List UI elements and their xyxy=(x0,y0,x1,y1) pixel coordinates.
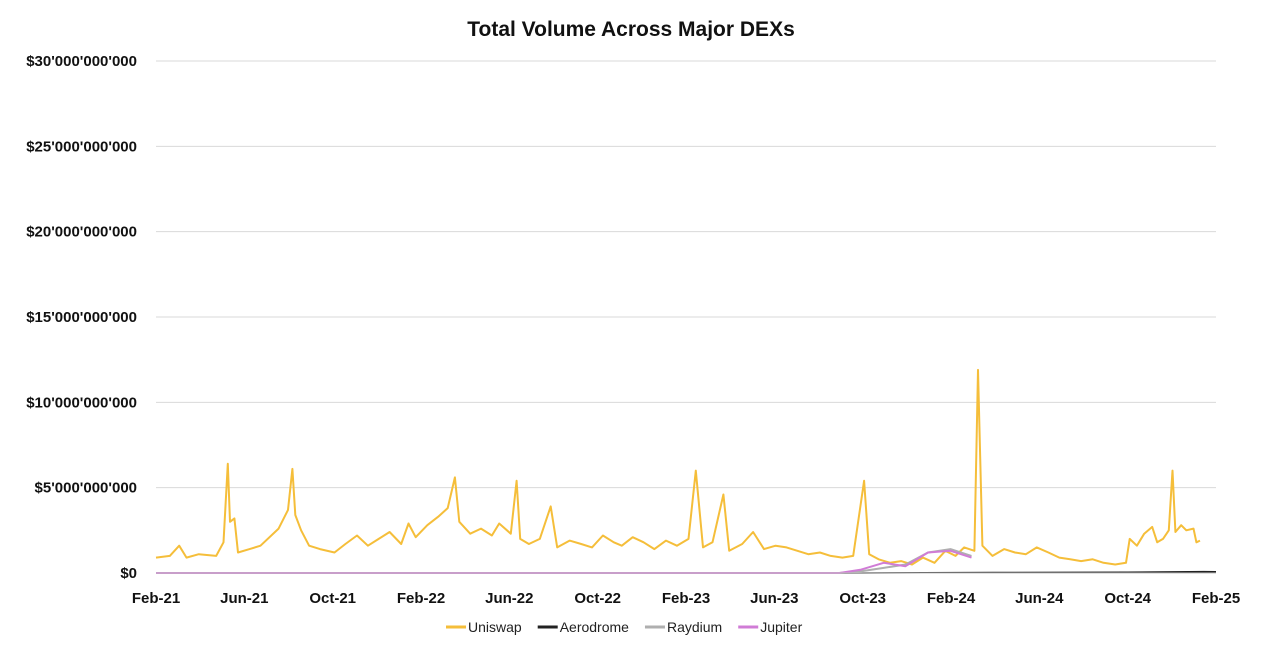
x-tick-label: Jun-24 xyxy=(1015,590,1064,607)
x-tick-label: Jun-23 xyxy=(750,590,798,607)
legend-label-aerodrome: Aerodrome xyxy=(560,619,629,635)
y-axis-ticks: $0 $5'000'000'000 $10'000'000'000 $15'000'0… xyxy=(26,53,137,582)
x-tick-label: Feb-21 xyxy=(132,590,180,607)
x-tick-label: Feb-22 xyxy=(397,590,445,607)
legend-label-raydium: Raydium xyxy=(667,619,722,635)
x-tick-label: Oct-22 xyxy=(574,590,621,607)
series-line-raydium xyxy=(156,548,972,574)
y-tick-label: $5'000'000'000 xyxy=(35,480,137,497)
y-tick-label: $0 xyxy=(120,565,137,582)
x-axis-ticks: Feb-21 Jun-21 Oct-21 Feb-22 Jun-22 Oct-22 Feb-… xyxy=(132,590,1240,607)
legend: Uniswap Aerodrome Raydium Jupiter xyxy=(446,619,803,635)
y-tick-label: $15'000'000'000 xyxy=(26,309,137,326)
legend-label-jupiter: Jupiter xyxy=(760,619,802,635)
legend-label-uniswap: Uniswap xyxy=(468,619,522,635)
x-tick-label: Jun-21 xyxy=(220,590,268,607)
x-tick-label: Jun-22 xyxy=(485,590,533,607)
x-tick-label: Oct-21 xyxy=(309,590,356,607)
series-line-uniswap xyxy=(155,368,1201,566)
grid xyxy=(156,60,1216,489)
series-line-jupiter xyxy=(156,549,972,574)
series-group xyxy=(155,368,1217,574)
y-tick-label: $25'000'000'000 xyxy=(26,138,137,155)
y-tick-label: $30'000'000'000 xyxy=(26,53,137,70)
chart-title: Total Volume Across Major DEXs xyxy=(467,18,795,41)
y-tick-label: $20'000'000'000 xyxy=(26,224,137,241)
x-tick-label: Feb-23 xyxy=(662,590,710,607)
x-tick-label: Feb-24 xyxy=(927,590,976,607)
y-tick-label: $10'000'000'000 xyxy=(26,394,137,411)
x-tick-label: Oct-24 xyxy=(1104,590,1151,607)
x-tick-label: Feb-25 xyxy=(1192,590,1240,607)
x-tick-label: Oct-23 xyxy=(839,590,886,607)
